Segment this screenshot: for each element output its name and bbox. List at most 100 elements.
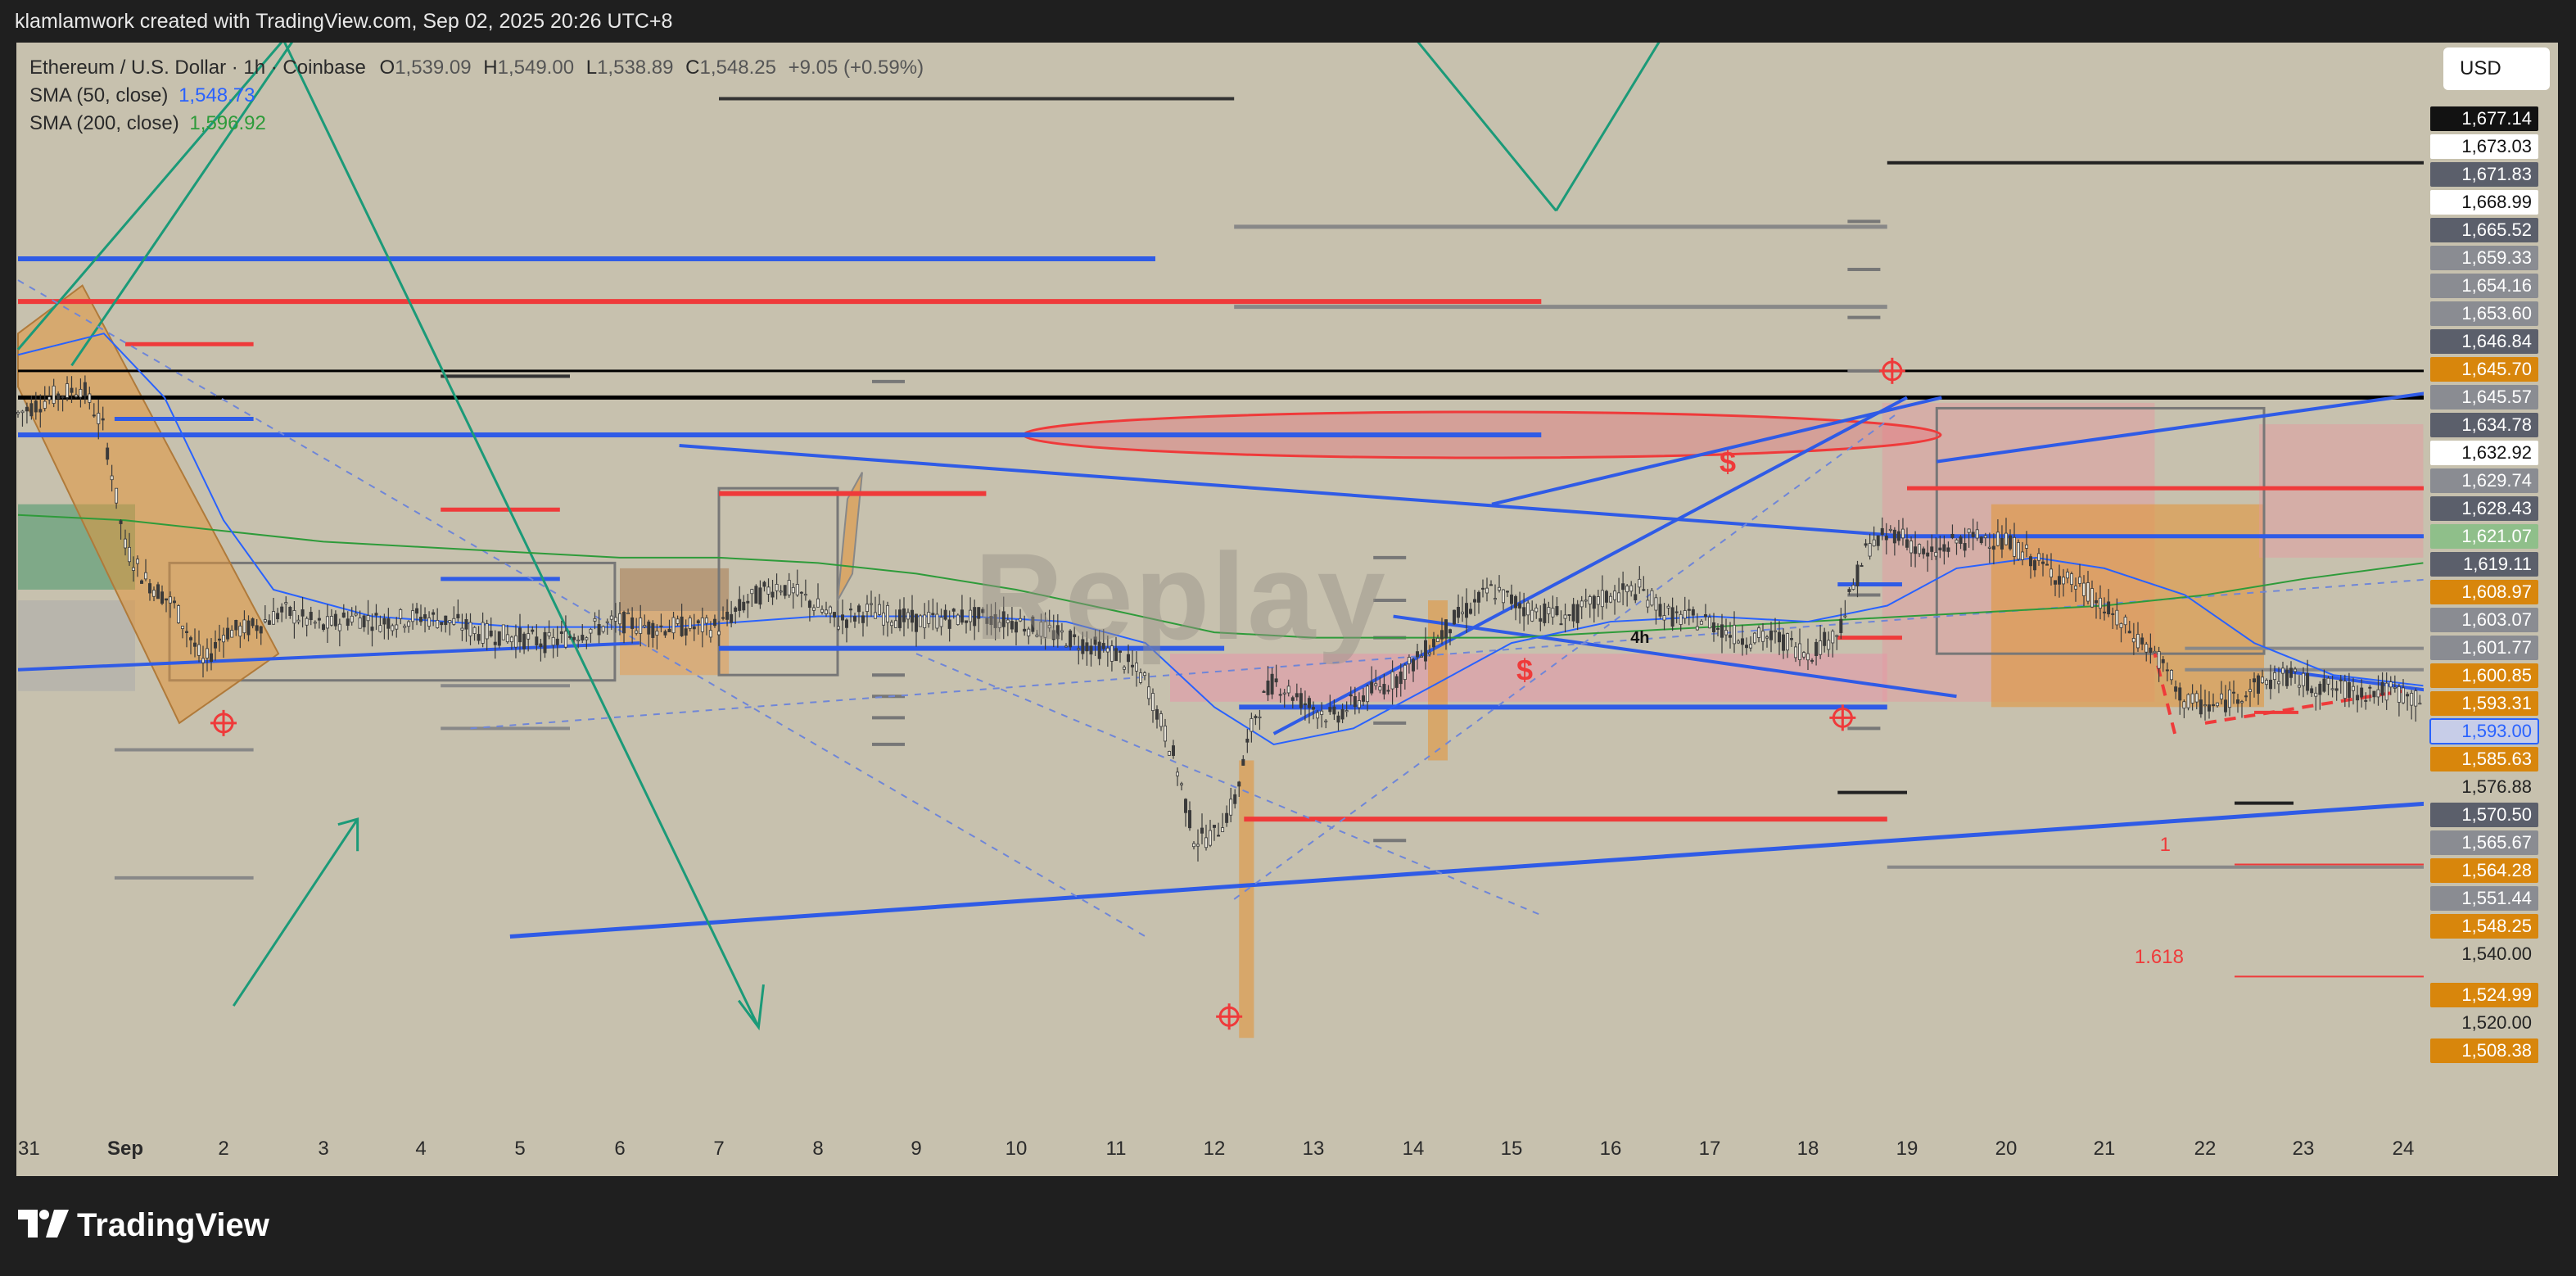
candle-body xyxy=(440,622,444,626)
candle-body xyxy=(1567,613,1571,616)
candle-body xyxy=(915,613,919,632)
candle-body xyxy=(795,584,799,595)
price-label-box xyxy=(2430,385,2538,409)
candle-body xyxy=(1909,541,1914,554)
candle-body xyxy=(1469,609,1473,614)
price-label-text: 1,585.63 xyxy=(2461,749,2532,769)
candle-body xyxy=(1164,725,1168,742)
candle-body xyxy=(581,635,585,640)
candle-body xyxy=(2268,679,2272,690)
candle-body xyxy=(1720,624,1724,638)
candle-body xyxy=(1880,527,1884,536)
candle-body xyxy=(403,626,407,628)
candle-body xyxy=(1756,627,1760,638)
candle-body xyxy=(1374,683,1378,686)
candle-body xyxy=(325,616,329,629)
candle-body xyxy=(1035,634,1039,637)
candle-body xyxy=(497,631,501,646)
candle-body xyxy=(1530,609,1534,622)
candle-body xyxy=(1424,640,1428,662)
price-label-text: 1,628.43 xyxy=(2461,498,2532,518)
target-icon-3 xyxy=(1829,704,1856,731)
price-label-text: 1,551.44 xyxy=(2461,888,2532,908)
candle-body xyxy=(1407,657,1411,665)
candle-body xyxy=(1522,607,1526,617)
candle-body xyxy=(630,617,635,629)
candle-body xyxy=(329,616,333,626)
candle-body xyxy=(267,620,271,625)
candle-body xyxy=(2036,553,2040,561)
candle-body xyxy=(2049,568,2053,578)
candle-body xyxy=(969,609,973,622)
time-tick-label: 10 xyxy=(1006,1138,1028,1160)
tradingview-logo-icon xyxy=(18,1202,69,1251)
candle-body xyxy=(2289,667,2293,678)
price-label: 1,603.07 xyxy=(2430,608,2538,632)
price-label-box xyxy=(2429,718,2539,744)
candle-body xyxy=(890,622,894,627)
price-label-text: 1,645.70 xyxy=(2461,359,2532,379)
candle-body xyxy=(1147,686,1151,699)
candle-body xyxy=(1143,672,1147,676)
price-label-text: 1,593.31 xyxy=(2461,693,2532,713)
candle-body xyxy=(1814,641,1819,656)
candle-body xyxy=(1386,690,1390,692)
candle-body xyxy=(2169,670,2173,681)
candle-body xyxy=(585,637,589,640)
candle-body xyxy=(1023,628,1027,632)
candle-body xyxy=(1416,651,1420,658)
candle-body xyxy=(1855,564,1860,586)
candle-body xyxy=(2406,694,2410,697)
candle-body xyxy=(2186,694,2190,708)
candle-body xyxy=(415,608,419,614)
candle-body xyxy=(2207,704,2211,712)
open-label: O xyxy=(379,57,395,79)
candle-body xyxy=(1262,690,1266,693)
candle-body xyxy=(263,619,267,622)
candle-body xyxy=(1695,626,1699,631)
candle-body xyxy=(2227,690,2231,708)
currency-button[interactable]: USD xyxy=(2443,48,2550,90)
candle-body xyxy=(1687,609,1691,611)
candle-body xyxy=(2322,678,2326,692)
candle-body xyxy=(902,608,906,622)
candle-body xyxy=(485,623,489,640)
candle-body xyxy=(539,643,543,648)
candle-body xyxy=(370,627,374,631)
high-value: 1,549.00 xyxy=(497,57,575,79)
price-label: 1,677.14 xyxy=(2430,106,2538,131)
candle-body xyxy=(1592,595,1596,609)
candle-body xyxy=(2297,685,2301,688)
sma200-row[interactable]: SMA (200, close) 1,596.92 xyxy=(29,110,924,138)
candle-body xyxy=(427,618,432,627)
price-label-box xyxy=(2430,886,2538,911)
candle-body xyxy=(2235,699,2239,704)
candle-body xyxy=(1390,671,1394,690)
candle-body xyxy=(1502,589,1506,604)
candle-body xyxy=(1436,637,1440,642)
candle-body xyxy=(2318,683,2322,695)
candle-body xyxy=(2140,637,2144,645)
candle-body xyxy=(1926,552,1930,557)
small-channel xyxy=(837,472,863,601)
candle-body xyxy=(2256,675,2260,694)
chart-frame[interactable]: 4h $ $1 1.618 1,677.14 1,673.03 1,671.83 1,668.… xyxy=(16,43,2558,1176)
price-label-text: 1,671.83 xyxy=(2461,164,2532,184)
price-chart[interactable]: 4h $ $1 1.618 1,677.14 1,673.03 1,671.83 1,668.… xyxy=(16,43,2558,1176)
candle-body xyxy=(2086,582,2090,602)
sma200-value: 1,596.92 xyxy=(189,112,266,134)
candle-body xyxy=(1748,644,1752,649)
time-tick-label: 17 xyxy=(1699,1138,1721,1160)
candle-body xyxy=(2135,634,2140,649)
candle-body xyxy=(386,618,391,629)
candle-body xyxy=(725,611,730,620)
candle-body xyxy=(882,612,886,626)
candle-body xyxy=(2276,681,2280,685)
close-label: C xyxy=(685,57,700,79)
sma50-row[interactable]: SMA (50, close) 1,548.73 xyxy=(29,82,924,110)
candle-body xyxy=(700,617,704,632)
candle-body xyxy=(313,622,317,624)
candle-body xyxy=(911,609,915,623)
candle-body xyxy=(1127,654,1131,663)
candle-body xyxy=(947,619,951,629)
